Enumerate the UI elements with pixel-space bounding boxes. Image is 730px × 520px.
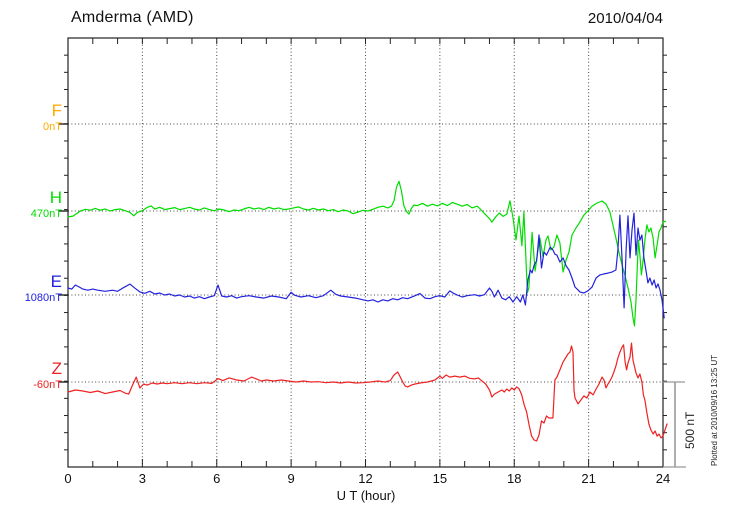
x-tick-label-9: 9 [287,471,295,486]
component-name-E: E [50,272,62,291]
x-axis-label: U T (hour) [336,488,396,503]
component-label-Z: Z -60nT [0,360,62,391]
x-tick-label-15: 15 [432,471,448,486]
x-tick-label-0: 0 [64,471,72,486]
component-label-E: E 1080nT [0,273,62,304]
trace-E [67,212,665,319]
component-label-F: F 0nT [0,102,62,133]
x-tick-label-6: 6 [213,471,221,486]
x-tick-label-21: 21 [581,471,596,486]
component-label-H: H 470nT [0,189,62,220]
component-baseline-value-F: 0nT [43,121,62,133]
x-tick-label-3: 3 [138,471,146,486]
component-name-Z: Z [51,359,62,378]
trace-Z [67,342,668,442]
page-title: Amderma (AMD) [71,9,194,26]
component-baseline-value-Z: -60nT [33,379,62,391]
x-tick-label-24: 24 [655,471,671,486]
component-name-H: H [49,188,62,207]
component-name-F: F [51,101,62,120]
plot-date: 2010/04/04 [587,10,663,27]
x-tick-label-12: 12 [358,471,373,486]
plotted-at-note: Plotted at 2010/09/16 13:25 UT [710,354,719,466]
trace-H [67,180,667,327]
scale-bar-label: 500 nT [683,411,697,449]
x-tick-label-18: 18 [507,471,522,486]
component-baseline-value-E: 1080nT [24,292,62,304]
component-baseline-value-H: 470nT [30,208,62,220]
